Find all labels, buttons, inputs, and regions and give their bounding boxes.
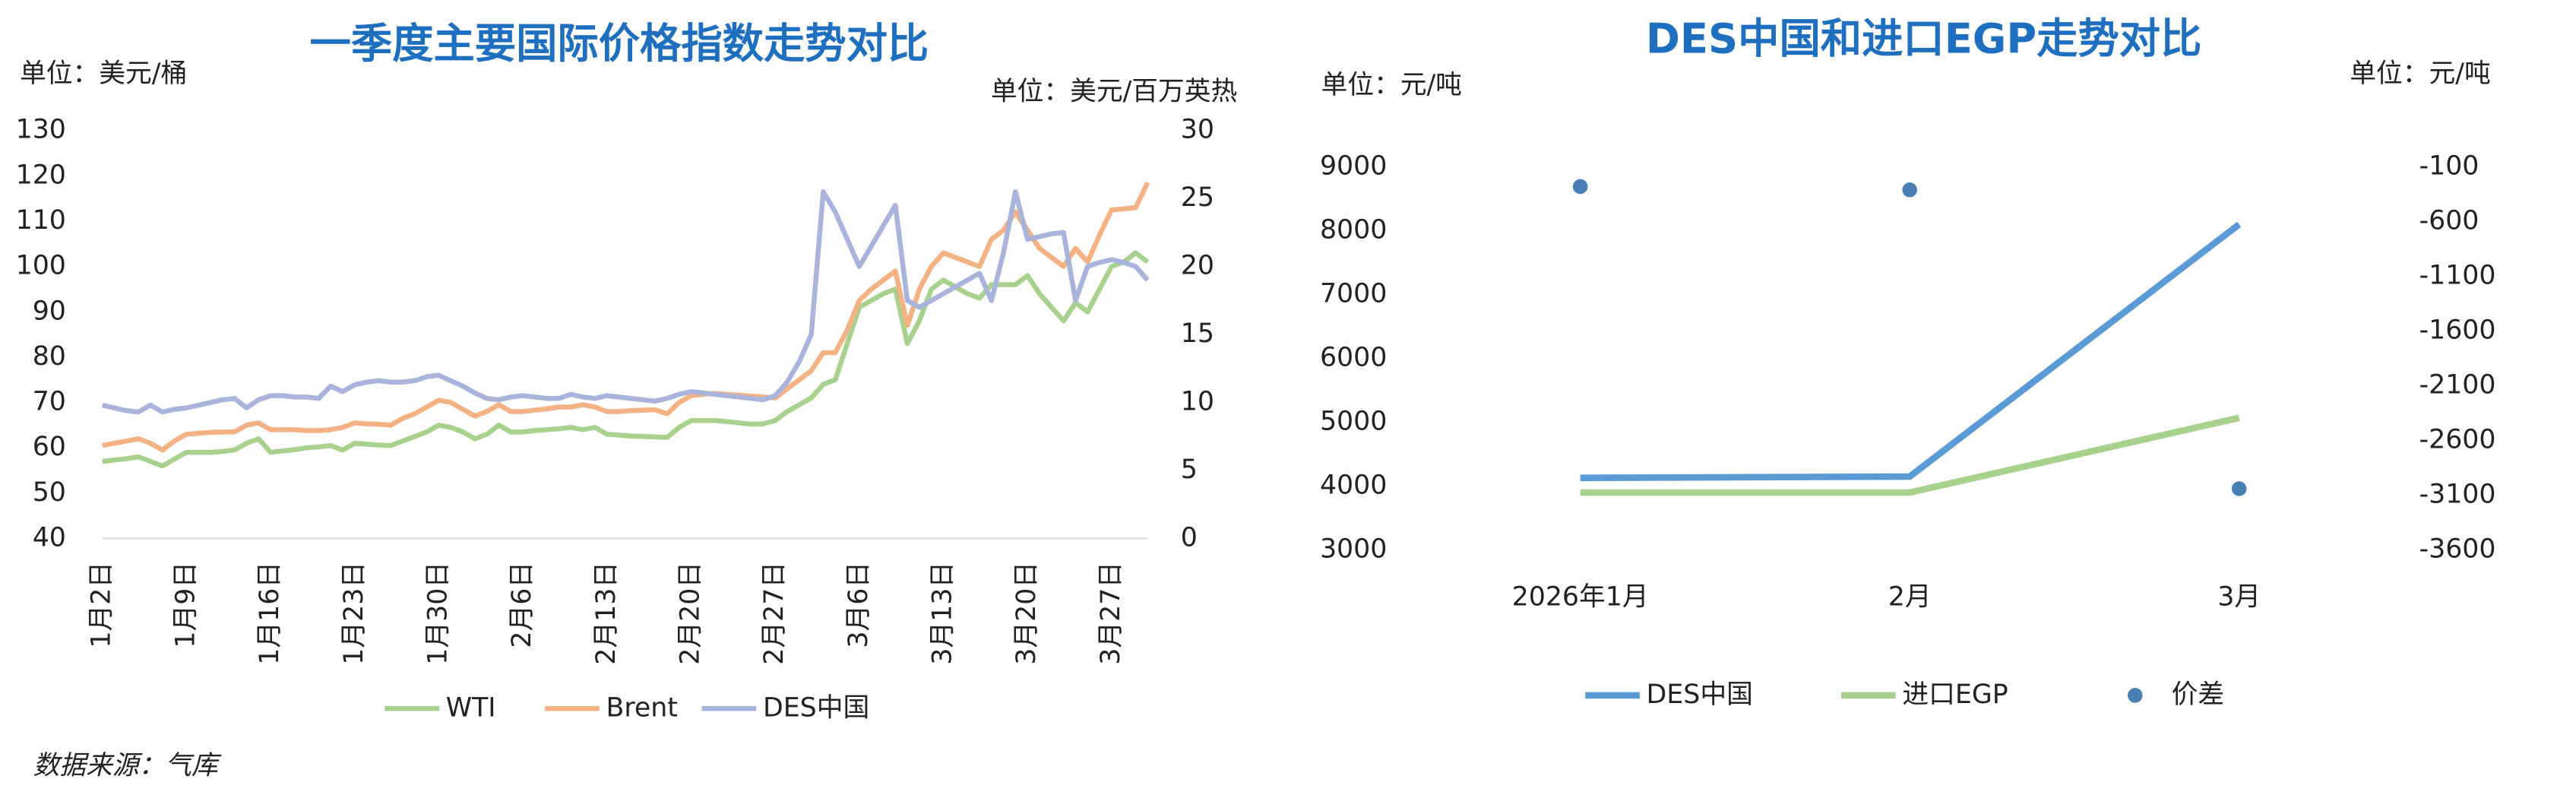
x-tick-label: 3月 <box>2217 582 2261 613</box>
y2-tick-label: -100 <box>2419 151 2479 182</box>
y2-tick-label: -3100 <box>2419 480 2496 510</box>
y-tick-label: 40 <box>33 522 66 553</box>
x-tick-label: 1月16日 <box>255 562 285 665</box>
x-tick-label: 2月27日 <box>759 562 790 665</box>
x-tick-label: 1月2日 <box>87 562 117 648</box>
y2-unit: 单位：美元/百万英热 <box>991 77 1237 107</box>
x-tick-label: 2月13日 <box>591 562 622 665</box>
y2-tick-label: 25 <box>1181 182 1214 213</box>
legend-label: DES中国 <box>1647 679 1753 710</box>
y-tick-label: 90 <box>33 296 66 326</box>
x-tick-label: 3月27日 <box>1096 562 1126 665</box>
data-line <box>1580 414 2240 496</box>
y-tick-label: 9000 <box>1320 151 1387 182</box>
x-tick-label: 3月13日 <box>928 562 958 665</box>
y-tick-label: 110 <box>16 205 66 236</box>
x-tick-label: 2月20日 <box>675 562 705 665</box>
data-point <box>2231 481 2247 496</box>
legend-label: DES中国 <box>763 692 869 723</box>
x-tick-label: 3月20日 <box>1011 562 1042 665</box>
x-tick-label: 1月30日 <box>422 562 453 665</box>
legend-label: 进口EGP <box>1902 679 2008 710</box>
y2-tick-label: -1100 <box>2419 261 2496 291</box>
x-tick-label: 3月6日 <box>843 562 874 648</box>
data-line <box>102 250 1150 469</box>
y-tick-label: 5000 <box>1320 407 1387 437</box>
y-tick-label: 7000 <box>1320 279 1387 309</box>
legend-label: Brent <box>606 692 678 723</box>
y2-tick-label: 20 <box>1181 251 1214 281</box>
x-tick-label: 1月9日 <box>170 562 201 648</box>
y2-tick-label: -2600 <box>2419 425 2496 455</box>
legend-label: WTI <box>446 692 496 723</box>
y2-tick-label: 30 <box>1181 115 1214 145</box>
chart-title: 一季度主要国际价格指数走势对比 <box>310 20 929 68</box>
data-line <box>1580 221 2242 482</box>
y2-tick-label: 15 <box>1181 318 1214 349</box>
x-tick-label: 1月23日 <box>339 562 369 665</box>
y2-tick-label: -1600 <box>2419 315 2496 346</box>
y2-tick-label: -600 <box>2419 206 2479 236</box>
y-tick-label: 100 <box>16 251 66 281</box>
x-tick-label: 2月6日 <box>507 562 537 648</box>
y-unit: 单位：美元/桶 <box>20 59 187 89</box>
y-tick-label: 80 <box>33 341 66 372</box>
y-tick-label: 8000 <box>1320 215 1387 245</box>
source-note: 数据来源：气库 <box>33 750 221 781</box>
legend-marker <box>2128 688 2143 703</box>
chart-title: DES中国和进口EGP走势对比 <box>1646 15 2202 63</box>
y-tick-label: 60 <box>33 432 66 462</box>
y-tick-label: 70 <box>33 387 66 417</box>
y-tick-label: 50 <box>33 477 66 508</box>
y2-tick-label: 5 <box>1181 455 1198 485</box>
y-tick-label: 130 <box>16 115 66 145</box>
y-tick-label: 6000 <box>1320 343 1387 373</box>
y-tick-label: 4000 <box>1320 470 1387 501</box>
y2-tick-label: 0 <box>1181 522 1198 553</box>
data-point <box>1902 182 1917 198</box>
y-unit: 单位：元/吨 <box>1321 70 1461 100</box>
y2-tick-label: -2100 <box>2419 370 2496 401</box>
legend-label: 价差 <box>2172 679 2225 710</box>
y2-tick-label: 10 <box>1181 387 1214 417</box>
data-line <box>102 188 1150 415</box>
x-tick-label: 2026年1月 <box>1512 582 1649 613</box>
y2-unit: 单位：元/吨 <box>2350 59 2490 89</box>
x-tick-label: 2月 <box>1888 582 1932 613</box>
y-tick-label: 3000 <box>1320 534 1387 565</box>
y2-tick-label: -3600 <box>2419 534 2496 565</box>
data-line <box>102 181 1150 453</box>
data-point <box>1572 179 1588 195</box>
y-tick-label: 120 <box>16 160 66 190</box>
